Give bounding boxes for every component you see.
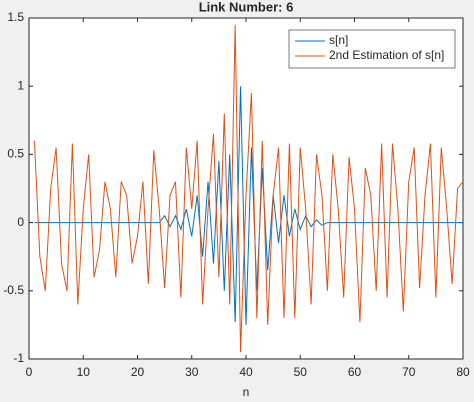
x-tick-label: 30 (185, 365, 199, 379)
series-line (33, 24, 464, 353)
legend-box (288, 29, 456, 69)
x-tick-label: 70 (402, 365, 416, 379)
series-line (34, 86, 463, 325)
legend-label: s[n] (329, 33, 348, 47)
x-tick-label: 20 (131, 365, 145, 379)
x-tick-label: 40 (239, 365, 253, 379)
x-tick-label: 0 (26, 365, 33, 379)
x-tick-label: 80 (456, 365, 470, 379)
y-tick-label: -1 (13, 351, 24, 365)
y-tick-label: -0.5 (3, 283, 24, 297)
axes-box (28, 17, 464, 360)
legend-label: 2nd Estimation of s[n] (329, 48, 444, 62)
x-tick-label: 50 (294, 365, 308, 379)
x-axis-label: n (243, 385, 250, 399)
chart-title: Link Number: 6 (199, 0, 294, 14)
x-tick-label: 60 (348, 365, 362, 379)
y-tick-label: 0 (17, 215, 24, 229)
y-tick-label: 1 (17, 78, 24, 92)
y-tick-label: 0.5 (7, 147, 24, 161)
x-tick-label: 10 (77, 365, 91, 379)
y-tick-label: 1.5 (7, 10, 24, 24)
